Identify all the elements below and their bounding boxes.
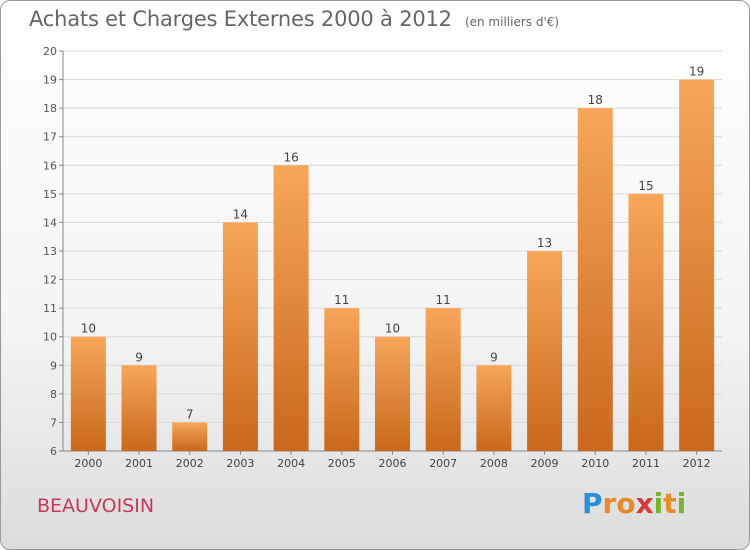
y-tick-label: 12 xyxy=(43,274,57,287)
logo-letter: P xyxy=(582,487,603,520)
y-tick-label: 9 xyxy=(50,359,57,372)
data-label-2009: 13 xyxy=(537,236,552,250)
bar-2010 xyxy=(577,108,613,452)
bar-2006 xyxy=(375,336,410,451)
bar-2007 xyxy=(425,308,461,451)
data-label-2007: 11 xyxy=(436,293,451,307)
y-tick-label: 19 xyxy=(43,74,57,87)
data-label-2006: 10 xyxy=(385,322,400,336)
y-tick-label: 16 xyxy=(43,159,57,172)
bar-2002 xyxy=(172,422,208,451)
y-tick-label: 20 xyxy=(43,45,57,58)
y-tick-label: 10 xyxy=(43,331,57,344)
chart-title: Achats et Charges Externes 2000 à 2012 xyxy=(29,7,452,31)
bar-2000 xyxy=(70,336,106,451)
bar-2012 xyxy=(679,79,715,452)
bars xyxy=(70,79,715,452)
y-tick-label: 17 xyxy=(43,131,57,144)
y-tick-label: 11 xyxy=(43,302,57,315)
data-label-2000: 10 xyxy=(81,322,96,336)
y-tick-label: 15 xyxy=(43,188,57,201)
y-tick-label: 18 xyxy=(43,102,57,115)
data-label-2005: 11 xyxy=(334,293,349,307)
data-label-2010: 18 xyxy=(588,93,603,107)
x-tick-label-2001: 2001 xyxy=(125,457,153,470)
x-tick-label-2008: 2008 xyxy=(480,457,508,470)
bar-2003 xyxy=(222,222,258,451)
data-label-2003: 14 xyxy=(233,207,248,221)
x-tick-label-2007: 2007 xyxy=(429,457,457,470)
x-tick-label-2003: 2003 xyxy=(226,457,254,470)
logo-letter: o xyxy=(616,487,636,520)
bar-2008 xyxy=(476,365,512,451)
logo-letter: x xyxy=(635,487,654,520)
x-tick-label-2010: 2010 xyxy=(581,457,609,470)
y-tick-label: 14 xyxy=(43,216,57,229)
x-tick-label-2000: 2000 xyxy=(74,457,102,470)
bar-2004 xyxy=(273,165,309,452)
x-tick-label-2006: 2006 xyxy=(379,457,407,470)
y-tick-label: 6 xyxy=(50,445,57,458)
x-tick-label-2002: 2002 xyxy=(176,457,204,470)
bar-2009 xyxy=(527,251,563,451)
x-tick-label-2012: 2012 xyxy=(683,457,711,470)
x-tick-label-2005: 2005 xyxy=(328,457,356,470)
y-tick-label: 8 xyxy=(50,388,57,401)
x-tick-label-2009: 2009 xyxy=(531,457,559,470)
bar-2011 xyxy=(628,193,664,451)
logo-letter: i xyxy=(676,487,687,520)
chart-subtitle: (en milliers d'€) xyxy=(464,15,560,29)
commune-name: BEAUVOISIN xyxy=(37,495,155,517)
bar-2001 xyxy=(121,365,157,451)
data-label-2011: 15 xyxy=(638,179,653,193)
title-row: Achats et Charges Externes 2000 à 2012 (… xyxy=(29,7,559,31)
data-label-2004: 16 xyxy=(283,150,298,164)
logo-letter: t xyxy=(663,487,677,520)
logo-letter: i xyxy=(653,487,664,520)
data-label-2008: 9 xyxy=(490,350,498,364)
x-tick-label-2011: 2011 xyxy=(632,457,660,470)
logo-letter: r xyxy=(602,487,617,520)
x-tick-label-2004: 2004 xyxy=(277,457,305,470)
y-tick-label: 7 xyxy=(50,416,57,429)
labels: 6789101112131415161718192010200092001720… xyxy=(43,45,711,470)
data-label-2012: 19 xyxy=(689,65,704,79)
data-label-2002: 7 xyxy=(186,407,194,421)
y-tick-label: 13 xyxy=(43,245,57,258)
data-label-2001: 9 xyxy=(135,350,143,364)
bar-2005 xyxy=(324,308,360,451)
